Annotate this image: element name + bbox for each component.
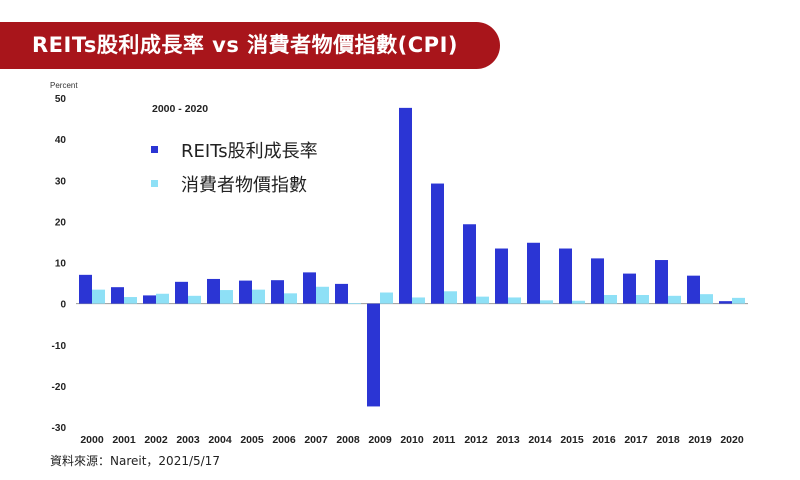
x-tick-label: 2009 [368,434,392,446]
bar-reit [623,273,636,304]
y-tick-label: 20 [55,217,67,228]
x-tick-label: 2002 [144,434,168,446]
y-axis-label: Percent [50,81,78,90]
legend-label-reit: REITs股利成長率 [181,141,318,162]
x-tick-label: 2005 [240,434,264,446]
bar-reit [559,248,572,304]
bar-cpi [636,294,649,304]
x-tick-label: 2017 [624,434,648,446]
x-tick-label: 2012 [464,434,488,446]
y-tick-label: 30 [55,176,67,187]
x-tick-label: 2020 [720,434,744,446]
bar-reit [719,301,732,304]
bar-cpi [284,293,297,304]
bar-reit [79,274,92,304]
bar-cpi [380,292,393,304]
bar-cpi [156,293,169,304]
chart-period-label: 2000 - 2020 [152,103,208,115]
banner-title: REITs股利成長率 vs 消費者物價指數(CPI) [32,33,458,57]
x-tick-label: 2018 [656,434,680,446]
bar-reit [335,283,348,304]
x-tick-label: 2004 [208,434,232,446]
bar-cpi [732,297,745,304]
bar-reit [207,278,220,304]
x-tick-label: 2000 [80,434,104,446]
x-tick-label: 2013 [496,434,520,446]
x-tick-label: 2010 [400,434,424,446]
x-tick-label: 2011 [433,434,456,446]
y-tick-label: 50 [55,94,67,105]
y-tick-label: -20 [52,382,67,393]
bar-reit [463,224,476,304]
x-tick-label: 2001 [112,434,136,446]
y-tick-label: 0 [60,300,66,311]
x-tick-label: 2008 [336,434,360,446]
bar-cpi [252,289,265,304]
bar-reit [271,280,284,304]
legend-swatch-reit [151,146,158,153]
bar-reit [655,260,668,304]
bar-reit [239,280,252,304]
bar-reit [303,272,316,304]
bar-cpi [316,286,329,304]
bar-reit [527,242,540,304]
bar-cpi [476,296,489,304]
bar-cpi [508,297,521,304]
bar-reit [431,183,444,304]
y-tick-label: -10 [52,341,67,352]
bar-cpi [188,295,201,304]
source-note: 資料來源：Nareit，2021/5/17 [50,454,220,468]
x-tick-label: 2015 [560,434,584,446]
x-tick-label: 2019 [688,434,712,446]
bar-reit [143,295,156,304]
x-tick-label: 2006 [272,434,296,446]
bar-cpi [700,294,713,304]
bar-reit [111,287,124,304]
bar-reit [175,281,188,304]
bar-reit [495,248,508,304]
bar-cpi [668,295,681,304]
title-banner: REITs股利成長率 vs 消費者物價指數(CPI) [0,22,500,69]
bar-cpi [604,294,617,304]
x-tick-label: 2007 [304,434,328,446]
bar-cpi [412,297,425,304]
legend-swatch-cpi [151,180,158,187]
bar-cpi [92,289,105,304]
bar-cpi [540,300,553,304]
bar-cpi [444,291,457,304]
bar-reit [591,258,604,304]
x-tick-label: 2003 [176,434,200,446]
x-tick-label: 2016 [592,434,616,446]
y-tick-label: 40 [55,135,67,146]
bar-cpi [220,290,233,304]
y-tick-label: -30 [52,423,67,434]
bar-cpi [572,300,585,304]
y-tick-label: 10 [55,259,67,270]
bar-reit [687,275,700,304]
bar-cpi [348,303,361,305]
x-tick-label: 2014 [528,434,552,446]
bar-reit [399,107,412,304]
bar-reit [367,303,380,407]
legend-label-cpi: 消費者物價指數 [181,175,307,196]
bar-cpi [124,297,137,304]
